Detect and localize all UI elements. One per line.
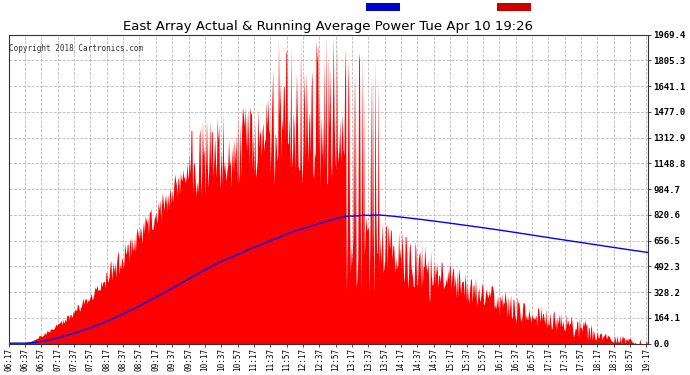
Text: Copyright 2018 Cartronics.com: Copyright 2018 Cartronics.com <box>9 44 144 53</box>
Title: East Array Actual & Running Average Power Tue Apr 10 19:26: East Array Actual & Running Average Powe… <box>124 21 533 33</box>
Legend: Average  (DC Watts), East Array  (DC Watts): Average (DC Watts), East Array (DC Watts… <box>366 2 644 12</box>
